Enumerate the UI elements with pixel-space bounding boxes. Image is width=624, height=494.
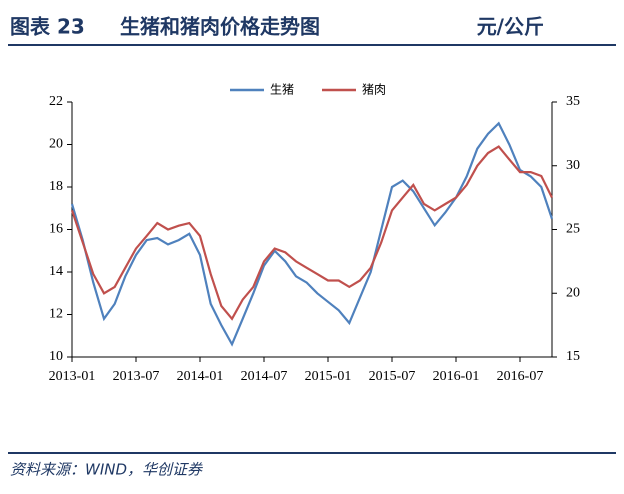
y2-tick-label: 25 [566, 222, 580, 237]
x-tick-label: 2014-07 [241, 369, 288, 384]
x-tick-label: 2016-07 [497, 369, 544, 384]
y-tick-label: 22 [49, 94, 63, 109]
chart-title: 生猪和猪肉价格走势图 [120, 15, 320, 39]
y-tick-label: 14 [49, 264, 63, 279]
series-line [70, 121, 554, 347]
y2-tick-label: 20 [566, 285, 580, 300]
series-line [70, 145, 553, 321]
y2-tick-label: 30 [566, 158, 580, 173]
legend-label: 猪肉 [362, 83, 386, 97]
unit-label: 元/公斤 [477, 15, 544, 39]
y2-tick-label: 35 [566, 94, 580, 109]
x-tick-label: 2014-01 [177, 369, 224, 384]
x-tick-label: 2016-01 [433, 369, 480, 384]
x-tick-label: 2013-07 [113, 369, 160, 384]
x-tick-label: 2013-01 [49, 369, 96, 384]
figure-label: 图表 23 [10, 15, 85, 39]
y-tick-label: 16 [49, 222, 63, 237]
x-tick-label: 2015-07 [369, 369, 416, 384]
y-tick-label: 10 [49, 349, 63, 364]
x-tick-label: 2015-01 [305, 369, 352, 384]
y-tick-label: 20 [49, 137, 63, 152]
footer-rule [8, 452, 616, 454]
y-tick-label: 18 [49, 179, 63, 194]
legend-label: 生猪 [270, 83, 294, 97]
y2-tick-label: 15 [566, 349, 580, 364]
source-note: 资料来源：WIND，华创证券 [10, 461, 203, 479]
y-tick-label: 12 [49, 307, 63, 322]
header-rule [8, 44, 616, 46]
plot: 10 12 14 16 18 20 22 15 20 25 30 35 2013-01 2013-07 20… [49, 83, 580, 385]
